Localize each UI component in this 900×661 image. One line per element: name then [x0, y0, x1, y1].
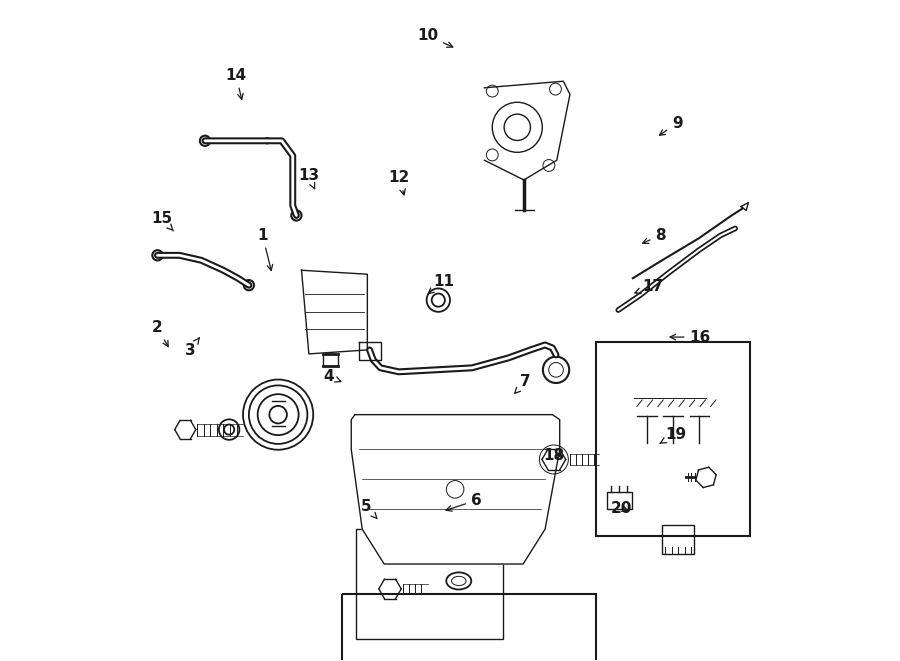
Text: 8: 8: [643, 227, 666, 243]
Bar: [356, 529, 503, 639]
Text: 11: 11: [428, 274, 454, 293]
Text: 17: 17: [634, 279, 663, 294]
Bar: [597, 342, 750, 536]
Text: 6: 6: [446, 493, 482, 511]
Text: 10: 10: [417, 28, 453, 48]
Text: 7: 7: [515, 374, 531, 393]
Text: 12: 12: [389, 171, 410, 195]
Text: 5: 5: [361, 500, 377, 518]
Text: 14: 14: [226, 67, 247, 99]
Bar: [608, 492, 633, 509]
Text: 9: 9: [660, 116, 682, 136]
Polygon shape: [302, 270, 367, 354]
Text: 18: 18: [544, 448, 564, 463]
Bar: [342, 594, 597, 661]
Text: 16: 16: [670, 330, 711, 344]
Text: 19: 19: [660, 427, 687, 444]
Polygon shape: [484, 81, 570, 180]
Text: 15: 15: [151, 211, 174, 231]
Text: 2: 2: [152, 320, 168, 346]
Text: 4: 4: [324, 369, 341, 384]
Polygon shape: [351, 414, 560, 564]
Bar: [662, 525, 694, 554]
Text: 13: 13: [298, 169, 319, 189]
Text: 20: 20: [610, 501, 632, 516]
Text: 3: 3: [184, 338, 200, 358]
Text: 1: 1: [257, 227, 273, 270]
